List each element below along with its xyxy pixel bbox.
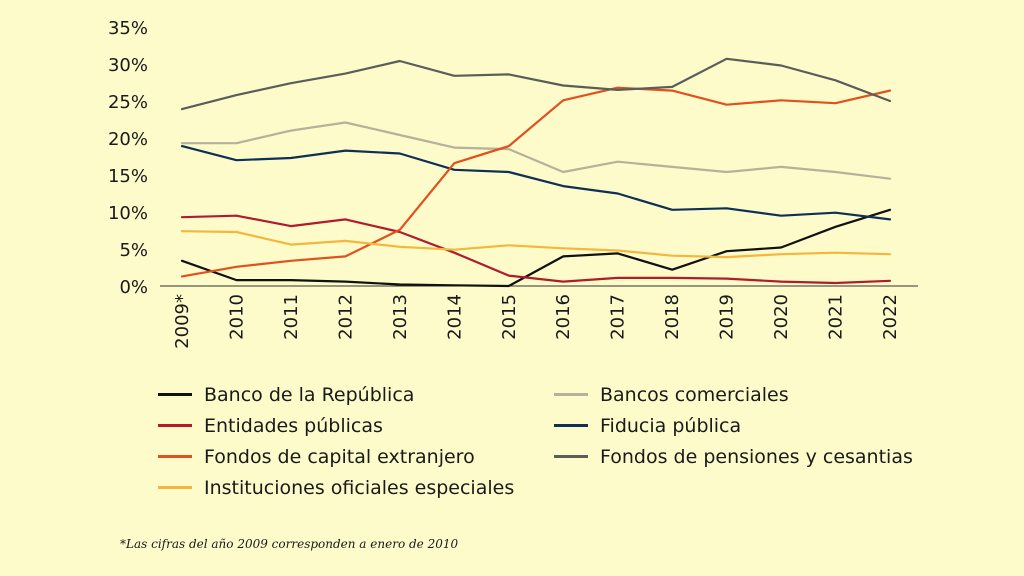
x-tick-label: 2018: [662, 294, 683, 340]
legend-item: Instituciones oficiales especiales: [158, 475, 554, 500]
y-tick-label: 30%: [108, 55, 148, 76]
x-tick-label: 2011: [281, 294, 302, 340]
y-tick-label: 15%: [108, 166, 148, 187]
legend-label: Fondos de capital extranjero: [204, 445, 475, 468]
legend-label: Fiducia pública: [600, 414, 742, 437]
x-tick-label: 2020: [771, 294, 792, 340]
x-axis: 2009* 2010 2011 2012 2013 2014 2015 2016 2017 201…: [160, 285, 918, 349]
legend-swatch: [554, 424, 588, 427]
series-line-banco-de-la-republica: [180, 208, 892, 288]
legend-swatch: [158, 486, 192, 489]
x-tick-label: 2013: [390, 294, 411, 340]
footnote: *Las cifras del año 2009 corresponden a …: [120, 537, 459, 551]
series-line-entidades-publicas: [180, 214, 892, 285]
legend: Banco de la República Bancos comerciales…: [158, 382, 954, 500]
x-tick-label: 2012: [335, 294, 356, 340]
legend-item: Fiducia pública: [554, 413, 954, 438]
legend-label: Instituciones oficiales especiales: [204, 476, 515, 499]
series-line-bancos-comerciales: [180, 121, 892, 180]
legend-swatch: [158, 393, 192, 396]
x-tick-label: 2022: [880, 294, 901, 340]
series-line-fondos-de-pensiones-y-cesantias: [180, 57, 892, 111]
legend-swatch: [554, 455, 588, 458]
legend-swatch: [158, 424, 192, 427]
legend-item: Banco de la República: [158, 382, 554, 407]
y-tick-label: 35%: [108, 18, 148, 39]
x-tick-label: 2021: [826, 294, 847, 340]
y-tick-label: 25%: [108, 92, 148, 113]
series-line-instituciones-oficiales-especiales: [180, 230, 892, 259]
x-tick-label: 2017: [608, 294, 629, 340]
x-tick-label: 2009*: [172, 294, 193, 349]
x-tick-label: 2015: [499, 294, 520, 340]
legend-item: Fondos de capital extranjero: [158, 444, 554, 469]
plot-area: [180, 57, 892, 288]
legend-item: Entidades públicas: [158, 413, 554, 438]
y-tick-label: 5%: [119, 240, 148, 261]
x-tick-label: 2014: [444, 294, 465, 340]
legend-label: Entidades públicas: [204, 414, 383, 437]
x-tick-label: 2010: [226, 294, 247, 340]
legend-swatch: [158, 455, 192, 458]
legend-item: Bancos comerciales: [554, 382, 954, 407]
x-tick-label: 2016: [553, 294, 574, 340]
line-chart: 0% 5% 10% 15% 20% 25% 30% 35% 2009* 2010 2011 2012…: [108, 18, 918, 349]
legend-label: Bancos comerciales: [600, 383, 789, 406]
y-tick-label: 10%: [108, 203, 148, 224]
y-tick-label: 20%: [108, 129, 148, 150]
y-tick-label: 0%: [119, 277, 148, 298]
x-tick-label: 2019: [717, 294, 738, 340]
series-line-fondos-de-capital-extranjero: [180, 86, 892, 278]
legend-item: Fondos de pensiones y cesantias: [554, 444, 954, 469]
legend-swatch: [554, 393, 588, 396]
series-line-fiducia-publica: [180, 145, 892, 221]
y-axis: 0% 5% 10% 15% 20% 25% 30% 35%: [108, 18, 148, 298]
legend-label: Fondos de pensiones y cesantias: [600, 445, 913, 468]
legend-label: Banco de la República: [204, 383, 415, 406]
